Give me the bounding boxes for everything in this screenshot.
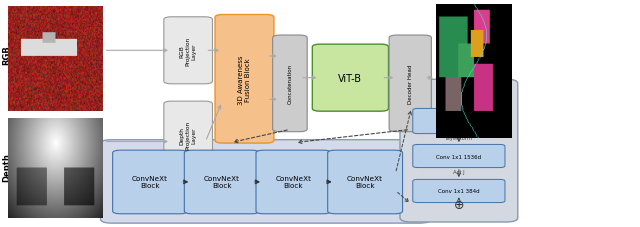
Text: Act J: Act J [453,169,465,174]
Text: ConvNeXt
Block: ConvNeXt Block [204,176,240,189]
Text: ConvNeXt
Block: ConvNeXt Block [347,176,383,189]
FancyBboxPatch shape [100,140,431,223]
Text: Concatenation: Concatenation [287,64,292,104]
FancyBboxPatch shape [215,15,274,143]
FancyBboxPatch shape [328,151,403,214]
FancyBboxPatch shape [256,151,331,214]
Text: Conv 1x1 384d: Conv 1x1 384d [438,189,480,194]
Text: Decoder Head: Decoder Head [408,64,413,104]
Text: Conv 1x1 1536d: Conv 1x1 1536d [436,154,481,159]
Text: ⊕: ⊕ [454,198,464,211]
Text: layernorm: layernorm [445,135,472,140]
Text: ConvNeXt
Block: ConvNeXt Block [132,176,168,189]
FancyBboxPatch shape [312,45,388,112]
FancyBboxPatch shape [413,109,505,134]
FancyBboxPatch shape [184,151,259,214]
FancyBboxPatch shape [413,180,505,203]
Text: Depthwise Conv
7x7 384d: Depthwise Conv 7x7 384d [436,116,481,127]
Text: ConvNeXt
Block: ConvNeXt Block [275,176,312,189]
FancyBboxPatch shape [400,80,518,222]
FancyBboxPatch shape [389,36,431,132]
Text: 3D Awareness
Fusion Block: 3D Awareness Fusion Block [238,55,251,104]
FancyBboxPatch shape [164,18,212,84]
Text: RGB: RGB [2,45,11,64]
FancyBboxPatch shape [413,145,505,168]
Text: RGB
Projection
Layer: RGB Projection Layer [180,37,196,66]
FancyBboxPatch shape [273,36,307,132]
Text: ViT-B: ViT-B [339,73,362,83]
FancyBboxPatch shape [113,151,188,214]
Text: Depth
Projection
Layer: Depth Projection Layer [180,121,196,150]
FancyBboxPatch shape [164,102,212,168]
Text: Depth: Depth [2,153,11,181]
